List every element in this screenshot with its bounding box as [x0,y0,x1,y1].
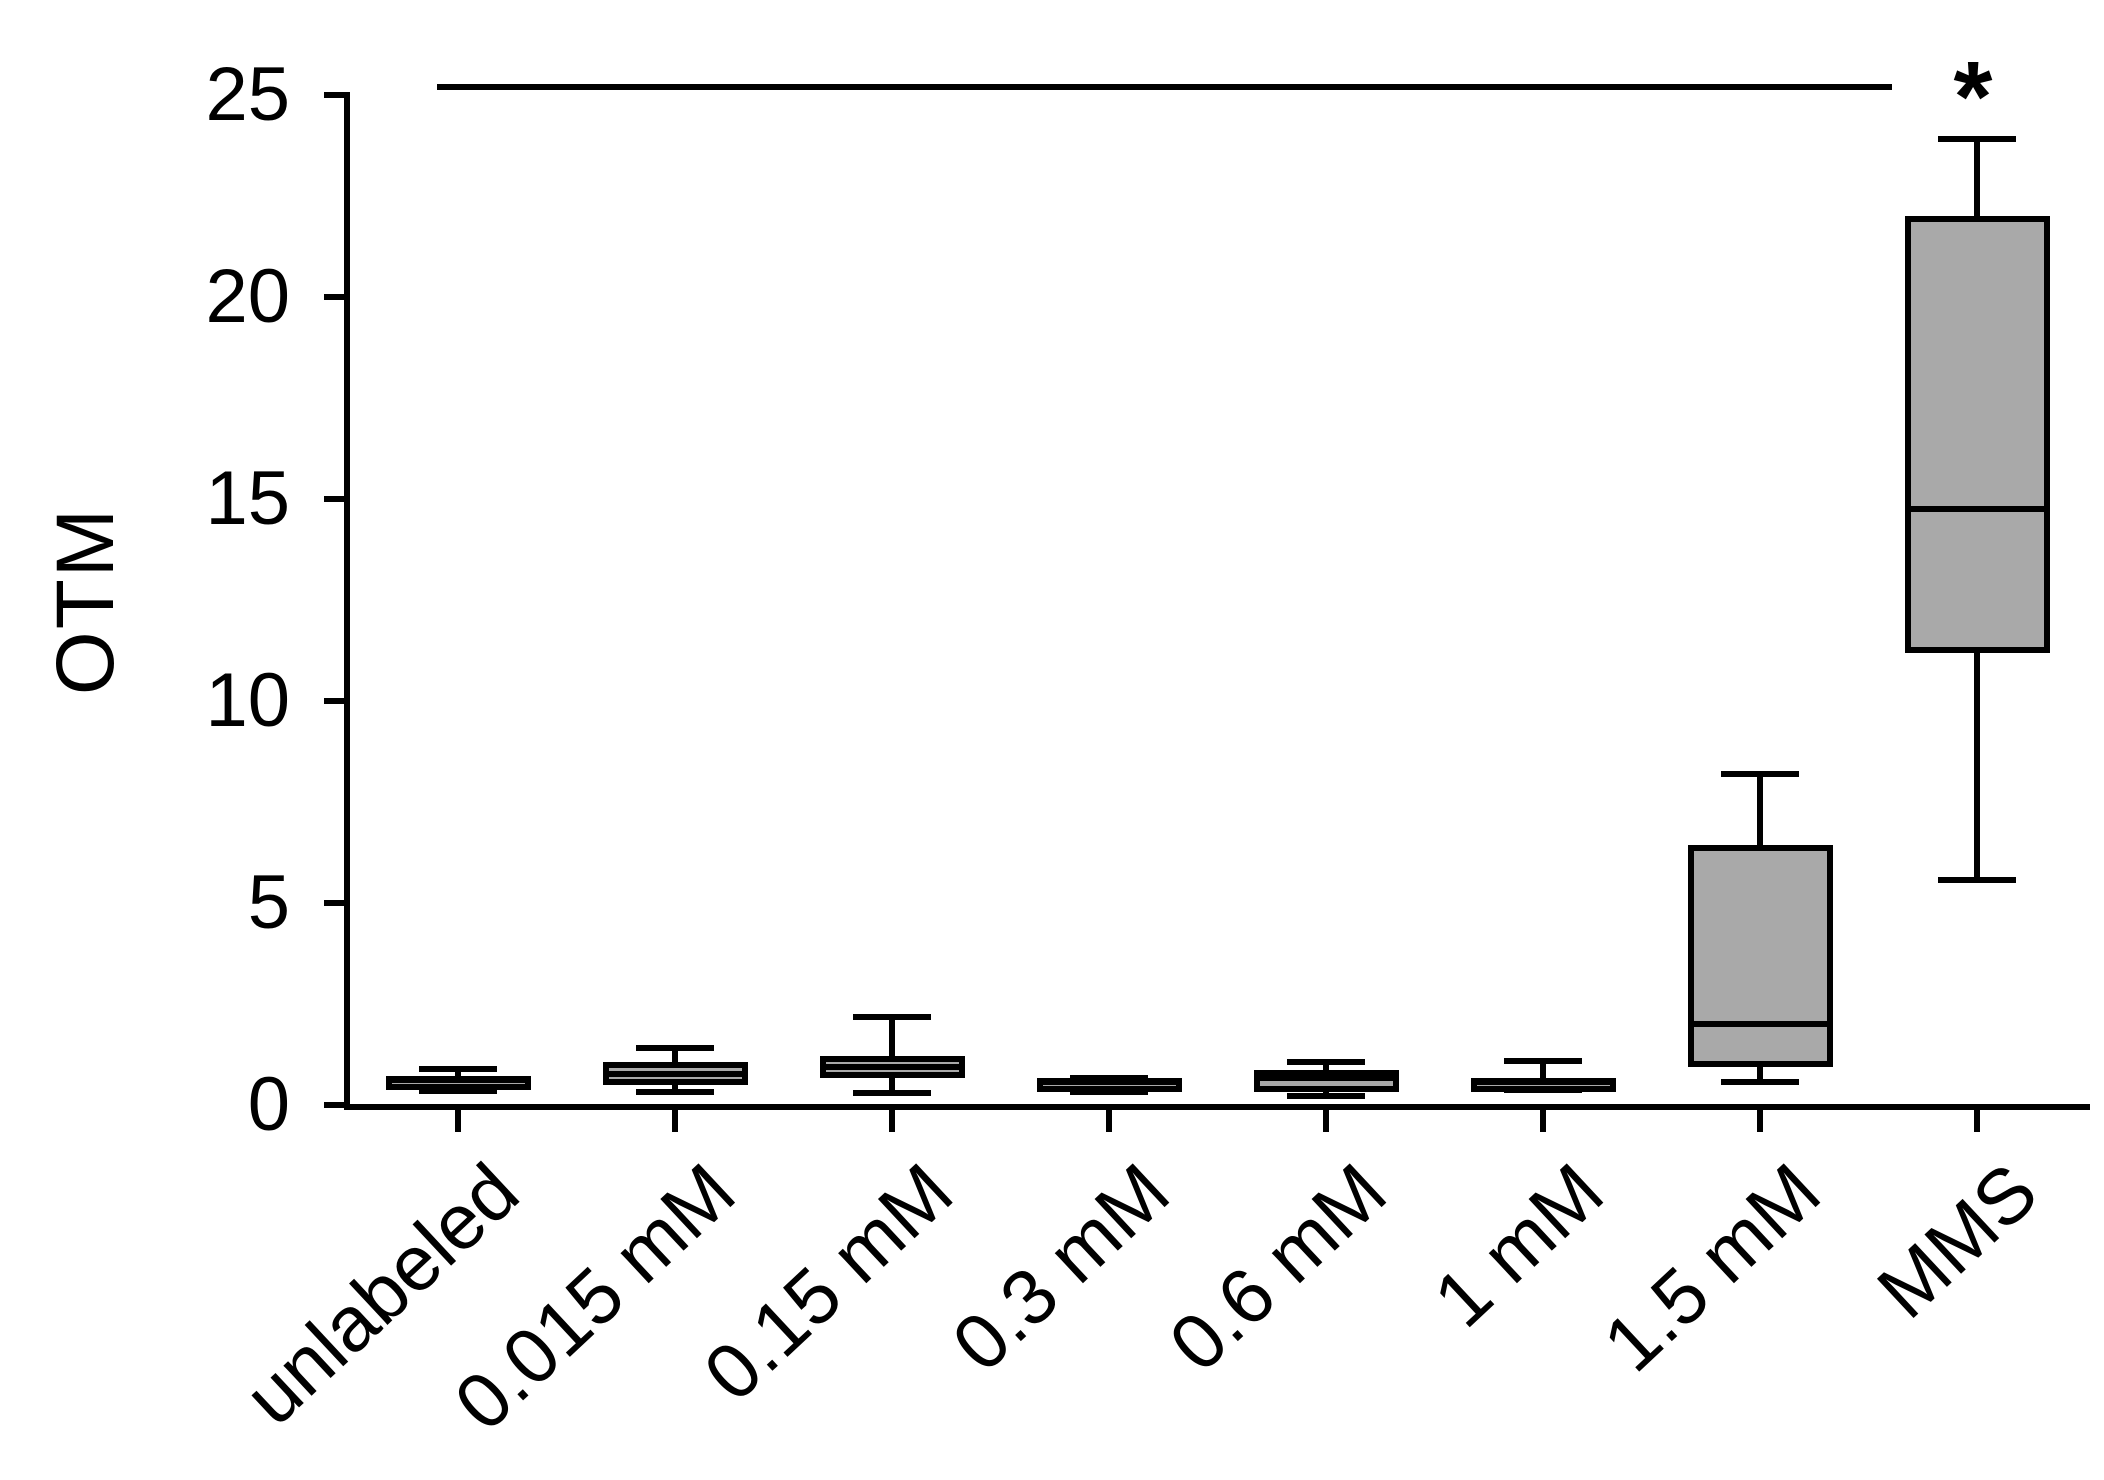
upper-whisker-stem [672,1048,678,1063]
upper-whisker-cap [1721,771,1799,778]
y-tick-label: 10 [205,658,290,743]
x-tick-label: MMS [1860,1146,2054,1335]
box-median [1476,1078,1610,1085]
y-tick [324,698,344,704]
upper-whisker-cap [853,1013,931,1020]
x-axis-line [344,1104,2090,1110]
lower-whisker-cap [853,1089,931,1096]
box-median [825,1063,959,1070]
lower-whisker-stem [1757,1067,1763,1082]
y-tick [324,1102,344,1108]
upper-whisker-cap [1287,1059,1365,1066]
box-rect [1904,216,2050,653]
y-tick [324,900,344,906]
upper-whisker-cap [1938,136,2016,143]
box-rect [1253,1069,1399,1093]
upper-whisker-stem [455,1069,461,1076]
x-tick [1106,1110,1112,1132]
box-median [1259,1074,1393,1081]
upper-whisker-stem [1974,139,1980,217]
y-tick [324,294,344,300]
y-tick-label: 15 [205,456,290,541]
x-tick-label: 0.6 mM [1152,1146,1403,1389]
box-median [608,1070,742,1077]
lower-whisker-cap [1721,1078,1799,1085]
y-tick-label: 0 [247,1062,290,1147]
significance-line [437,83,1892,90]
x-tick-label: 1.5 mM [1586,1146,1837,1389]
lower-whisker-stem [1974,652,1980,880]
x-tick [455,1110,461,1132]
lower-whisker-stem [672,1084,678,1093]
x-tick [1540,1110,1546,1132]
x-tick-label: 1 mM [1416,1146,1620,1344]
upper-whisker-cap [636,1045,714,1052]
box-rect [1687,844,1833,1067]
upper-whisker-stem [1323,1062,1329,1070]
lower-whisker-cap [636,1089,714,1096]
plot-area: * [350,47,2090,1105]
box-median [1693,1021,1827,1028]
upper-whisker-cap [1504,1057,1582,1064]
y-tick-label: 5 [247,860,290,945]
x-tick [889,1110,895,1132]
y-axis-line [344,92,350,1110]
box-median [391,1076,525,1083]
upper-whisker-stem [889,1016,895,1057]
x-tick-label: 0.3 mM [935,1146,1186,1389]
y-tick [324,496,344,502]
y-tick-label: 25 [205,52,290,137]
upper-whisker-stem [1540,1060,1546,1078]
x-tick [672,1110,678,1132]
box-median [1910,506,2044,513]
x-tick [1323,1110,1329,1132]
lower-whisker-cap [419,1087,497,1094]
upper-whisker-stem [1757,774,1763,845]
lower-whisker-stem [889,1077,895,1093]
x-tick [1974,1110,1980,1132]
lower-whisker-cap [1938,876,2016,883]
y-tick [324,92,344,98]
significance-asterisk: * [1953,41,1993,153]
y-tick-label: 20 [205,254,290,339]
x-tick [1757,1110,1763,1132]
box-median [1042,1079,1176,1086]
upper-whisker-cap [419,1066,497,1073]
lower-whisker-cap [1287,1093,1365,1100]
